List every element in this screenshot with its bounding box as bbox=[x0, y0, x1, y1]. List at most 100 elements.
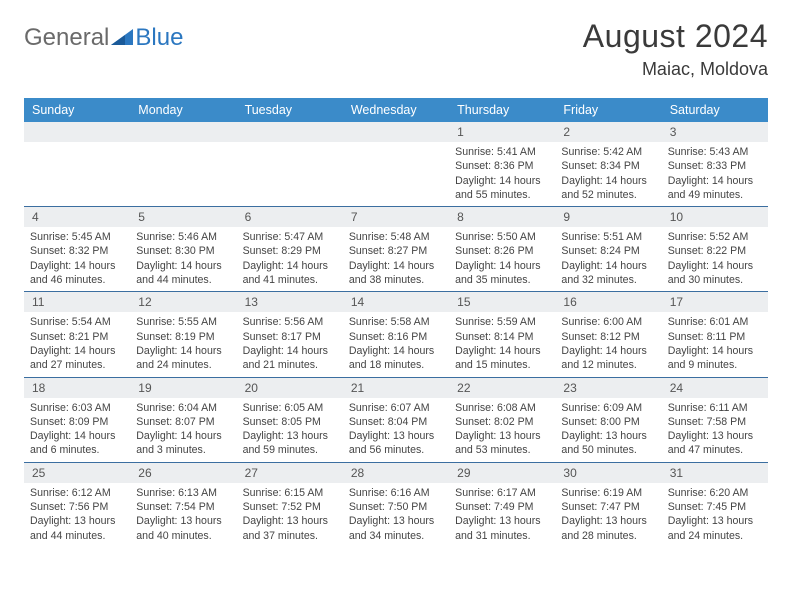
calendar-cell: 12Sunrise: 5:55 AMSunset: 8:19 PMDayligh… bbox=[130, 292, 236, 376]
calendar-cell: 13Sunrise: 5:56 AMSunset: 8:17 PMDayligh… bbox=[237, 292, 343, 376]
day-number: 13 bbox=[237, 292, 343, 312]
day-number: 2 bbox=[555, 122, 661, 142]
day-number: 7 bbox=[343, 207, 449, 227]
day-number-empty bbox=[343, 122, 449, 142]
day-info: Sunrise: 5:58 AMSunset: 8:16 PMDaylight:… bbox=[343, 312, 449, 376]
day-info-line: Sunrise: 5:59 AM bbox=[455, 315, 549, 329]
day-info: Sunrise: 5:52 AMSunset: 8:22 PMDaylight:… bbox=[662, 227, 768, 291]
day-info-line: Sunrise: 6:13 AM bbox=[136, 486, 230, 500]
day-number: 21 bbox=[343, 378, 449, 398]
day-number: 24 bbox=[662, 378, 768, 398]
day-info: Sunrise: 5:50 AMSunset: 8:26 PMDaylight:… bbox=[449, 227, 555, 291]
calendar-cell: 4Sunrise: 5:45 AMSunset: 8:32 PMDaylight… bbox=[24, 207, 130, 291]
day-info-line: and 53 minutes. bbox=[455, 443, 549, 457]
weekday-header: Saturday bbox=[662, 98, 768, 122]
calendar-week-row: 25Sunrise: 6:12 AMSunset: 7:56 PMDayligh… bbox=[24, 463, 768, 547]
logo-text-blue: Blue bbox=[135, 24, 183, 52]
calendar-cell: 18Sunrise: 6:03 AMSunset: 8:09 PMDayligh… bbox=[24, 378, 130, 462]
day-info-line: Daylight: 14 hours bbox=[668, 174, 762, 188]
day-info: Sunrise: 5:48 AMSunset: 8:27 PMDaylight:… bbox=[343, 227, 449, 291]
day-number: 25 bbox=[24, 463, 130, 483]
day-number-empty bbox=[237, 122, 343, 142]
day-info-line: Sunrise: 6:16 AM bbox=[349, 486, 443, 500]
day-info-line: Daylight: 14 hours bbox=[243, 344, 337, 358]
calendar-week-row: 11Sunrise: 5:54 AMSunset: 8:21 PMDayligh… bbox=[24, 292, 768, 377]
weekday-header: Sunday bbox=[24, 98, 130, 122]
day-number: 15 bbox=[449, 292, 555, 312]
day-info-line: Sunset: 8:22 PM bbox=[668, 244, 762, 258]
day-info: Sunrise: 5:47 AMSunset: 8:29 PMDaylight:… bbox=[237, 227, 343, 291]
day-info: Sunrise: 5:56 AMSunset: 8:17 PMDaylight:… bbox=[237, 312, 343, 376]
day-number: 23 bbox=[555, 378, 661, 398]
day-info: Sunrise: 6:01 AMSunset: 8:11 PMDaylight:… bbox=[662, 312, 768, 376]
day-info: Sunrise: 5:51 AMSunset: 8:24 PMDaylight:… bbox=[555, 227, 661, 291]
day-info-line: Daylight: 13 hours bbox=[561, 429, 655, 443]
day-info-line: Sunset: 8:27 PM bbox=[349, 244, 443, 258]
day-info-line: Daylight: 14 hours bbox=[136, 259, 230, 273]
day-info-line: Sunrise: 6:01 AM bbox=[668, 315, 762, 329]
day-info-line: Daylight: 14 hours bbox=[455, 259, 549, 273]
day-info-line: and 55 minutes. bbox=[455, 188, 549, 202]
day-info: Sunrise: 6:19 AMSunset: 7:47 PMDaylight:… bbox=[555, 483, 661, 547]
day-number: 4 bbox=[24, 207, 130, 227]
calendar-cell: 15Sunrise: 5:59 AMSunset: 8:14 PMDayligh… bbox=[449, 292, 555, 376]
calendar-cell: 11Sunrise: 5:54 AMSunset: 8:21 PMDayligh… bbox=[24, 292, 130, 376]
calendar-cell: 17Sunrise: 6:01 AMSunset: 8:11 PMDayligh… bbox=[662, 292, 768, 376]
day-number: 30 bbox=[555, 463, 661, 483]
day-number: 26 bbox=[130, 463, 236, 483]
day-info-line: and 44 minutes. bbox=[30, 529, 124, 543]
calendar-cell: 9Sunrise: 5:51 AMSunset: 8:24 PMDaylight… bbox=[555, 207, 661, 291]
day-info-line: and 38 minutes. bbox=[349, 273, 443, 287]
day-info-line: Sunset: 8:34 PM bbox=[561, 159, 655, 173]
calendar-cell: 2Sunrise: 5:42 AMSunset: 8:34 PMDaylight… bbox=[555, 122, 661, 206]
day-info: Sunrise: 5:42 AMSunset: 8:34 PMDaylight:… bbox=[555, 142, 661, 206]
day-info-line: and 3 minutes. bbox=[136, 443, 230, 457]
day-number-empty bbox=[130, 122, 236, 142]
calendar-cell: 19Sunrise: 6:04 AMSunset: 8:07 PMDayligh… bbox=[130, 378, 236, 462]
calendar-cell: 10Sunrise: 5:52 AMSunset: 8:22 PMDayligh… bbox=[662, 207, 768, 291]
day-info-line: Sunrise: 6:04 AM bbox=[136, 401, 230, 415]
day-info: Sunrise: 5:41 AMSunset: 8:36 PMDaylight:… bbox=[449, 142, 555, 206]
day-info-line: Sunset: 7:47 PM bbox=[561, 500, 655, 514]
day-info-line: Sunset: 8:30 PM bbox=[136, 244, 230, 258]
calendar: Sunday Monday Tuesday Wednesday Thursday… bbox=[24, 98, 768, 547]
calendar-cell: 8Sunrise: 5:50 AMSunset: 8:26 PMDaylight… bbox=[449, 207, 555, 291]
day-info: Sunrise: 6:16 AMSunset: 7:50 PMDaylight:… bbox=[343, 483, 449, 547]
day-number: 31 bbox=[662, 463, 768, 483]
calendar-cell bbox=[237, 122, 343, 206]
day-info: Sunrise: 6:07 AMSunset: 8:04 PMDaylight:… bbox=[343, 398, 449, 462]
day-info-line: Sunset: 8:17 PM bbox=[243, 330, 337, 344]
calendar-cell: 21Sunrise: 6:07 AMSunset: 8:04 PMDayligh… bbox=[343, 378, 449, 462]
day-info-line: Daylight: 14 hours bbox=[136, 344, 230, 358]
day-info-line: Sunset: 8:32 PM bbox=[30, 244, 124, 258]
day-info-line: Sunset: 8:36 PM bbox=[455, 159, 549, 173]
day-number: 19 bbox=[130, 378, 236, 398]
day-info: Sunrise: 6:05 AMSunset: 8:05 PMDaylight:… bbox=[237, 398, 343, 462]
day-info: Sunrise: 5:54 AMSunset: 8:21 PMDaylight:… bbox=[24, 312, 130, 376]
day-info-line: Sunrise: 5:56 AM bbox=[243, 315, 337, 329]
day-info-line: Sunset: 7:52 PM bbox=[243, 500, 337, 514]
day-info-line: Sunset: 7:49 PM bbox=[455, 500, 549, 514]
day-info-line: Sunrise: 5:52 AM bbox=[668, 230, 762, 244]
day-info-line: and 31 minutes. bbox=[455, 529, 549, 543]
calendar-cell: 29Sunrise: 6:17 AMSunset: 7:49 PMDayligh… bbox=[449, 463, 555, 547]
day-number: 29 bbox=[449, 463, 555, 483]
day-info-line: Daylight: 13 hours bbox=[668, 514, 762, 528]
day-number: 12 bbox=[130, 292, 236, 312]
day-info-line: and 27 minutes. bbox=[30, 358, 124, 372]
day-info-line: and 24 minutes. bbox=[668, 529, 762, 543]
day-info-line: Daylight: 13 hours bbox=[243, 514, 337, 528]
day-info-line: Sunset: 8:21 PM bbox=[30, 330, 124, 344]
day-info-line: Daylight: 14 hours bbox=[561, 259, 655, 273]
day-number: 1 bbox=[449, 122, 555, 142]
day-info: Sunrise: 6:00 AMSunset: 8:12 PMDaylight:… bbox=[555, 312, 661, 376]
day-info-line: Sunrise: 6:07 AM bbox=[349, 401, 443, 415]
day-info-line: Sunrise: 5:43 AM bbox=[668, 145, 762, 159]
day-info-line: Sunset: 7:54 PM bbox=[136, 500, 230, 514]
day-info: Sunrise: 6:03 AMSunset: 8:09 PMDaylight:… bbox=[24, 398, 130, 462]
day-info-line: Sunset: 8:16 PM bbox=[349, 330, 443, 344]
day-number: 10 bbox=[662, 207, 768, 227]
calendar-cell: 24Sunrise: 6:11 AMSunset: 7:58 PMDayligh… bbox=[662, 378, 768, 462]
day-info-line: Sunrise: 6:05 AM bbox=[243, 401, 337, 415]
day-info-line: and 6 minutes. bbox=[30, 443, 124, 457]
